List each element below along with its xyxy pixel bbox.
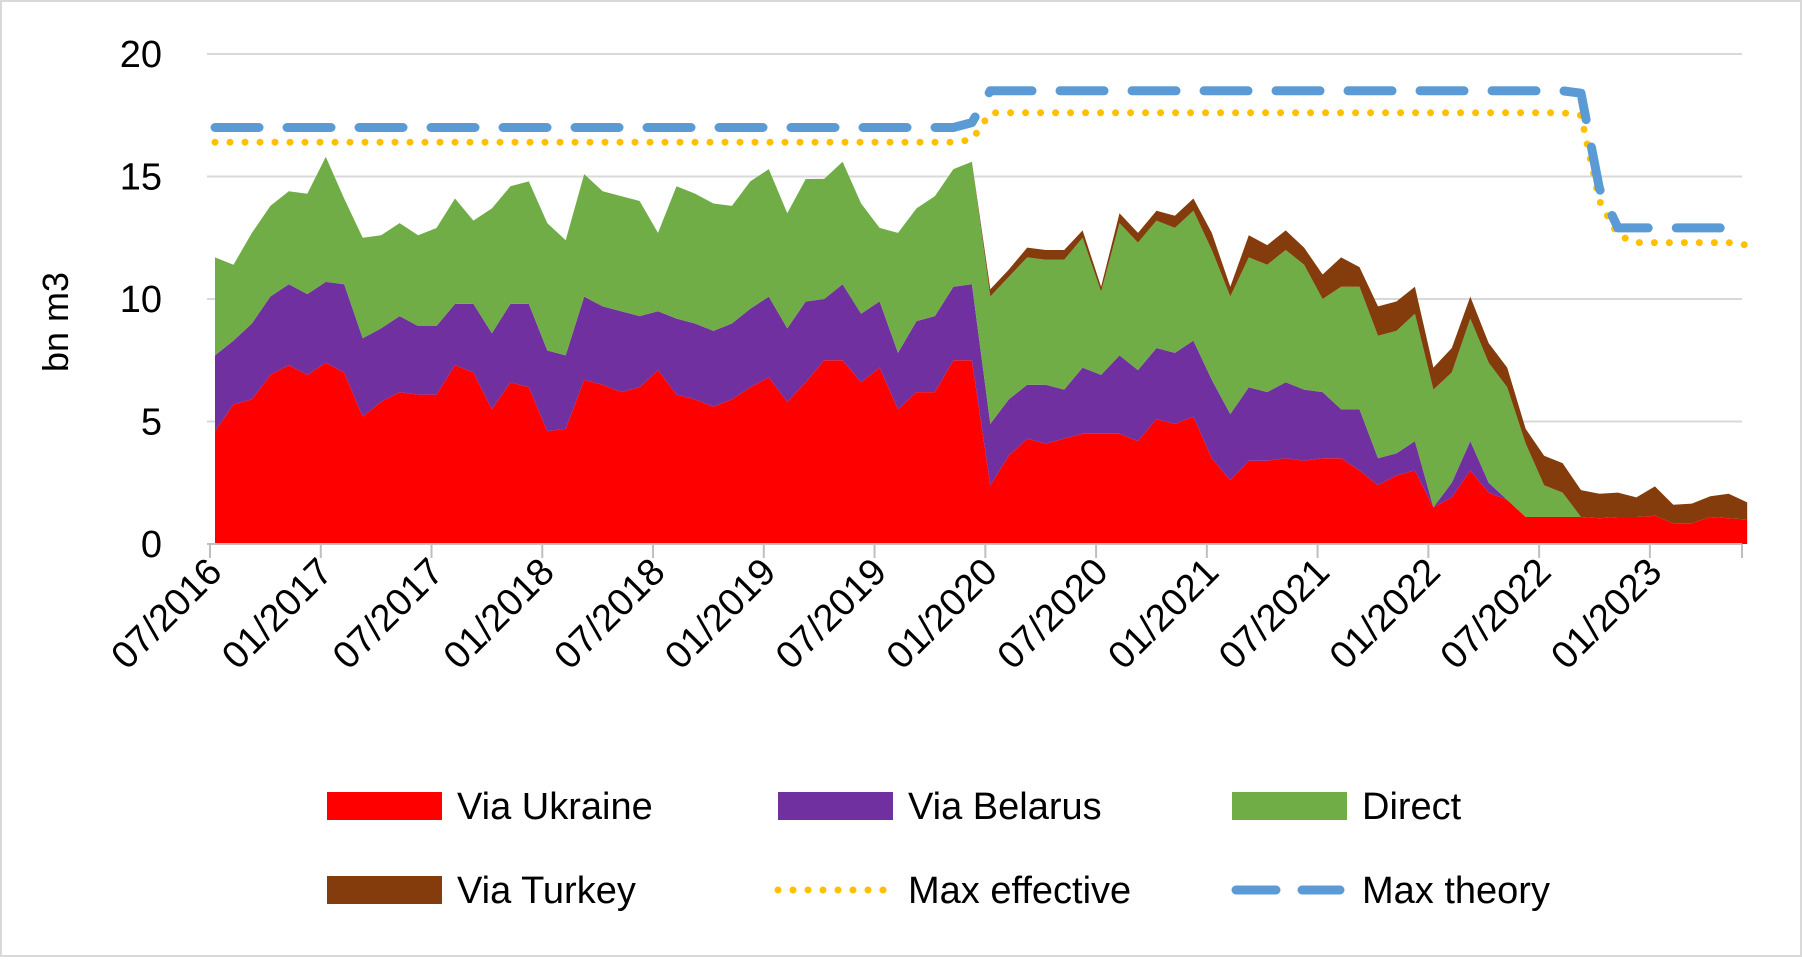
y-tick-label: 20 [120,34,162,76]
legend-label: Via Ukraine [457,786,653,828]
x-tick-label: 01/2020 [879,551,1006,678]
legend-label: Max theory [1362,870,1550,912]
legend-label: Direct [1362,786,1462,828]
legend-swatch [327,876,442,904]
x-tick-label: 07/2022 [1433,551,1560,678]
legend-item: Via Belarus [778,786,1102,828]
x-tick-label: 01/2018 [436,551,563,678]
area-direct [215,156,1748,524]
legend-label: Via Belarus [908,786,1102,828]
y-tick-label: 0 [141,524,162,566]
area-via-ukraine [215,360,1748,544]
x-tick-label: 07/2020 [990,551,1117,678]
y-tick-label: 5 [141,402,162,444]
legend-swatch [1232,792,1347,820]
x-tick-label: 01/2021 [1100,551,1227,678]
legend-swatch [327,792,442,820]
line-max-effective [211,109,1751,249]
x-tick-label: 07/2018 [547,551,674,678]
x-tick-label: 07/2021 [1211,551,1338,678]
legend-label: Max effective [908,870,1131,912]
x-tick-label: 01/2023 [1543,551,1670,678]
legend-item: Via Ukraine [327,786,653,828]
legend-label: Via Turkey [457,870,636,912]
y-axis-label: bn m3 [35,272,76,372]
line-max-theory [210,86,1752,235]
area-via-belarus [215,281,1748,524]
legend: Via Ukraine Via Belarus Direct Via Turkey Ma… [327,786,1550,912]
x-tick-label: 01/2019 [657,551,784,678]
legend-item: Max theory [1231,870,1550,912]
legend-item: Direct [1232,786,1462,828]
legend-item: Via Turkey [327,870,636,912]
x-tick-label: 07/2017 [325,551,452,678]
y-tick-label: 10 [120,279,162,321]
x-tick-label: 01/2017 [214,551,341,678]
legend-item: Max effective [774,870,1131,912]
x-tick-label: 07/2019 [768,551,895,678]
y-tick-label: 15 [120,157,162,199]
area-series [215,156,1748,544]
x-tick-label: 07/2016 [104,551,231,678]
capacity-lines [210,86,1752,249]
legend-swatch [778,792,893,820]
x-tick-label: 01/2022 [1322,551,1449,678]
